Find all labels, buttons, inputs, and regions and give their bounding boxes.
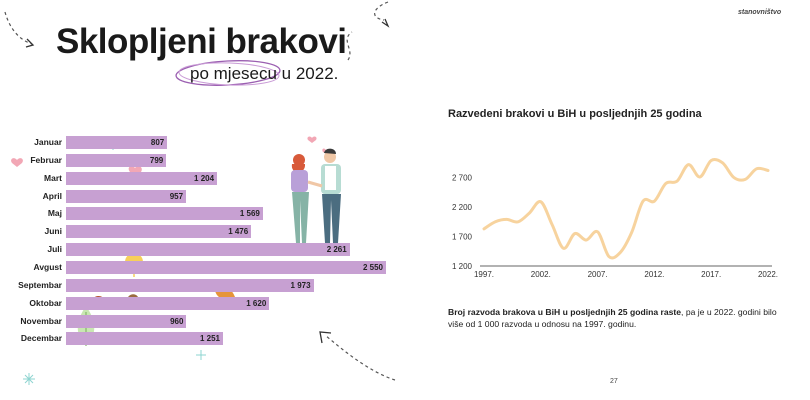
month-label: Septembar [18, 279, 62, 290]
bar [66, 243, 350, 257]
month-label: Decembar [20, 333, 62, 344]
divorces-series-line [482, 157, 770, 260]
bar [66, 296, 270, 310]
dashed-arrow-icon [374, 1, 389, 21]
dashed-arrow-icon [324, 334, 396, 381]
month-label: April [42, 190, 62, 201]
bar [66, 171, 218, 185]
couple-illustration [291, 148, 341, 243]
bar [66, 153, 167, 167]
month-label: Juni [44, 226, 62, 237]
month-label: Februar [30, 154, 62, 165]
bar [66, 314, 187, 328]
bar [66, 189, 187, 203]
x-tick-label: 2002. [531, 270, 551, 279]
bar-value-label: 799 [149, 155, 164, 165]
bar-value-label: 1 204 [194, 173, 215, 183]
bar [66, 260, 386, 274]
bar-value-label: 960 [170, 316, 184, 326]
page-subtitle: po mjesecu u 2022. [190, 64, 339, 83]
bar-chart-marriages: Januar 807 Februar 799 Mart 1 204 April 957 Maj 1… [0, 136, 400, 352]
heart-icon [11, 158, 23, 167]
page-title: Sklopljeni brakovi [56, 22, 347, 61]
bar [66, 278, 314, 292]
arrowhead-icon [25, 38, 35, 48]
bar-value-label: 1 251 [199, 334, 220, 344]
month-label: Avgust [33, 261, 63, 272]
bar [66, 225, 252, 239]
y-tick-label: 1 700 [452, 233, 473, 242]
month-label: Novembar [20, 315, 62, 326]
y-tick-label: 1 200 [452, 262, 473, 271]
subtitle-scribble-oval [175, 60, 281, 86]
bar-value-label: 1 476 [228, 227, 249, 237]
x-tick-label: 2007. [588, 270, 608, 279]
snowflake-icon [23, 373, 35, 385]
line-chart-title: Razvedeni brakovi u BiH u posljednjih 25… [448, 108, 702, 120]
dashed-arrow-icon [4, 11, 33, 45]
snowflake-icon [196, 350, 206, 360]
bar-value-label: 2 261 [326, 245, 347, 255]
bar [66, 136, 168, 149]
heart-icon [307, 136, 317, 143]
month-label: Mart [44, 172, 62, 183]
x-tick-label: 2012. [644, 270, 664, 279]
month-label: Juli [47, 244, 62, 255]
section-label: stanovništvo [738, 9, 782, 16]
x-tick-label: 2017. [701, 270, 721, 279]
line-chart-divorces: 1 200 1 700 2 200 2 700 1997. 2002. 2007. 2012.… [452, 157, 778, 279]
x-tick-label: 2022. [758, 270, 778, 279]
dashed-arrow-icon [346, 31, 353, 61]
arrowhead-icon [319, 331, 332, 344]
bar-value-label: 2 550 [362, 262, 383, 272]
arrowhead-icon [381, 18, 390, 28]
y-tick-label: 2 200 [452, 203, 473, 212]
bar [66, 332, 223, 346]
bar-value-label: 1 569 [239, 209, 260, 219]
month-label: Oktobar [29, 297, 62, 308]
x-tick-label: 1997. [474, 270, 494, 279]
bar-value-label: 957 [169, 191, 184, 201]
bar-value-label: 1 973 [290, 280, 311, 290]
bar-value-label: 1 620 [246, 298, 267, 308]
description-bold: Broj razvoda brakova u BiH u posljednjih… [448, 307, 682, 317]
bar [66, 207, 263, 221]
chart-description: Broj razvoda brakova u BiH u posljednjih… [448, 306, 788, 330]
description-rest: , pa je u 2022. godini bilo više od 1 00… [448, 307, 777, 329]
page-number: 27 [610, 378, 618, 385]
month-label: Januar [34, 137, 62, 147]
y-tick-label: 2 700 [452, 174, 473, 183]
month-label: Maj [47, 208, 62, 219]
bar-value-label: 807 [150, 138, 165, 147]
